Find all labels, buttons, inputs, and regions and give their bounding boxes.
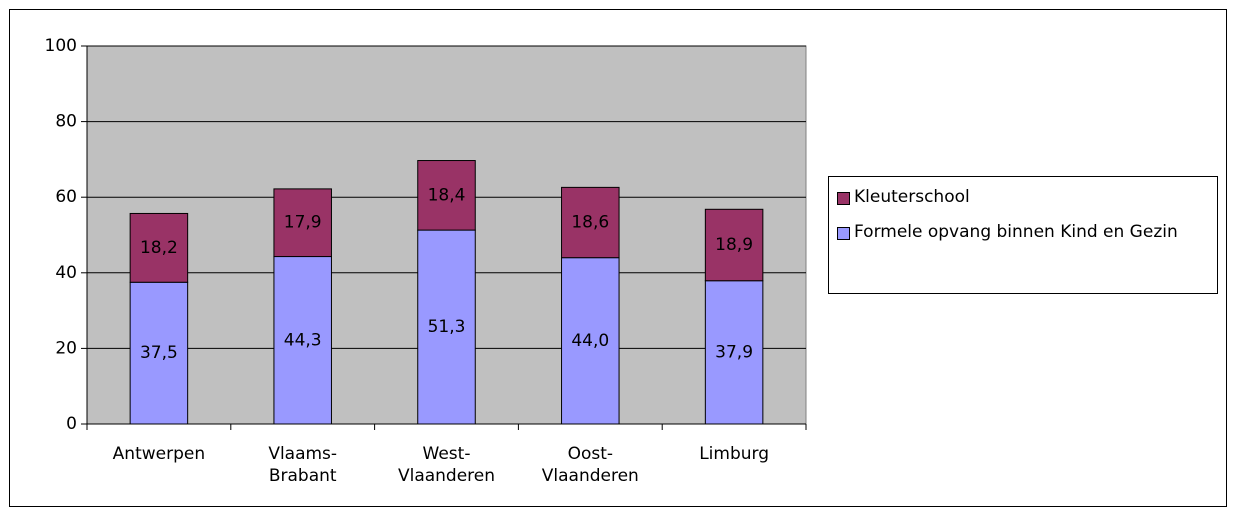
legend-swatch bbox=[837, 227, 850, 240]
x-tick-label: Vlaams-Brabant bbox=[268, 444, 337, 486]
x-tick-label: West-Vlaanderen bbox=[398, 444, 495, 486]
data-label: 17,9 bbox=[284, 213, 322, 233]
y-tick-label: 80 bbox=[55, 112, 77, 132]
bar-segment bbox=[129, 212, 189, 283]
bar-segment bbox=[417, 160, 476, 231]
data-label: 44,3 bbox=[284, 330, 322, 350]
legend-swatch bbox=[837, 192, 850, 205]
x-tick-label: Limburg bbox=[699, 444, 769, 464]
x-tick-label: Antwerpen bbox=[113, 444, 205, 464]
bar-segment bbox=[561, 186, 620, 259]
data-label: 44,0 bbox=[571, 331, 609, 351]
x-tick-label: Oost-Vlaanderen bbox=[542, 444, 639, 486]
y-tick-label: 0 bbox=[66, 414, 77, 434]
legend-label: Formele opvang binnen Kind en Gezin bbox=[854, 222, 1178, 242]
bar-segment bbox=[273, 256, 332, 425]
bar-segment bbox=[704, 208, 764, 282]
data-label: 18,6 bbox=[571, 213, 609, 233]
data-label: 51,3 bbox=[428, 317, 466, 337]
y-tick-label: 20 bbox=[55, 338, 77, 358]
bar-segment bbox=[561, 257, 620, 425]
legend-item: Kleuterschool bbox=[835, 185, 1211, 210]
legend: Kleuterschool Formele opvang binnen Kind … bbox=[828, 176, 1218, 294]
y-tick-label: 100 bbox=[45, 36, 77, 56]
data-label: 18,2 bbox=[140, 238, 178, 258]
data-label: 18,9 bbox=[715, 235, 753, 255]
data-label: 37,9 bbox=[715, 342, 753, 362]
y-tick-label: 60 bbox=[55, 187, 77, 207]
data-label: 18,4 bbox=[428, 185, 466, 205]
legend-label: Kleuterschool bbox=[854, 187, 970, 207]
bar-segment bbox=[273, 188, 332, 258]
y-tick-label: 40 bbox=[55, 263, 77, 283]
data-label: 37,5 bbox=[140, 343, 178, 363]
bar-segment bbox=[704, 280, 764, 425]
bar-segment bbox=[129, 281, 189, 425]
legend-item: Formele opvang binnen Kind en Gezin bbox=[835, 220, 1211, 245]
